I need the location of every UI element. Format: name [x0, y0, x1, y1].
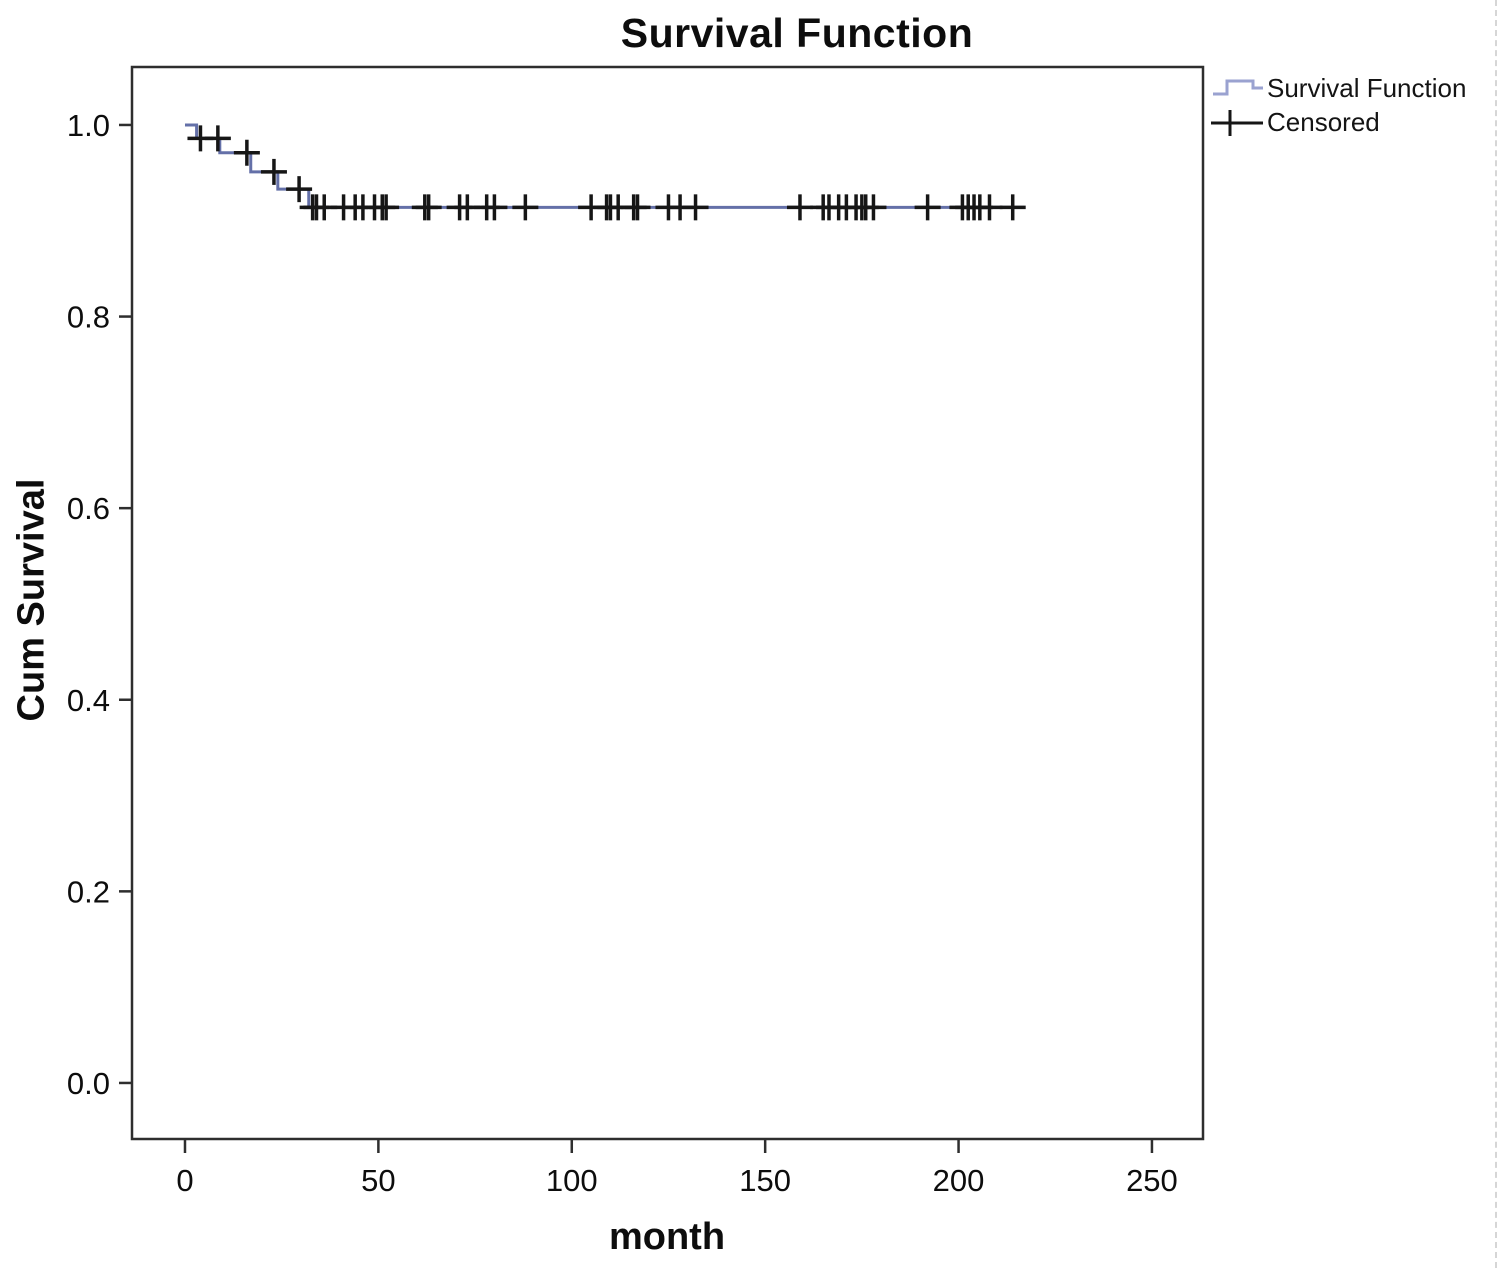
- svg-text:1.0: 1.0: [67, 108, 110, 143]
- right-edge-dashed-line: [1495, 0, 1497, 1268]
- x-axis-title: month: [608, 1216, 726, 1258]
- legend-label-survival-function: Survival Function: [1267, 73, 1467, 103]
- svg-text:0.8: 0.8: [67, 300, 110, 335]
- svg-text:0.0: 0.0: [67, 1066, 110, 1101]
- svg-text:0: 0: [176, 1163, 193, 1198]
- svg-text:0.4: 0.4: [67, 683, 110, 718]
- legend-item-survival-function: Survival Function: [1211, 74, 1466, 103]
- svg-text:200: 200: [933, 1163, 985, 1198]
- legend: Survival Function Censored: [1211, 74, 1466, 138]
- svg-text:100: 100: [546, 1163, 598, 1198]
- legend-label-censored: Censored: [1267, 107, 1380, 138]
- legend-item-censored: Censored: [1211, 108, 1466, 138]
- svg-text:150: 150: [739, 1163, 791, 1198]
- chart-title: Survival Function: [620, 10, 974, 56]
- plus-marker-icon: [1211, 109, 1263, 136]
- step-line-icon: [1213, 79, 1263, 96]
- svg-text:50: 50: [361, 1163, 395, 1198]
- y-axis-title: Cum Survival: [10, 478, 53, 722]
- svg-text:250: 250: [1126, 1163, 1178, 1198]
- svg-text:0.6: 0.6: [67, 491, 110, 526]
- svg-text:0.2: 0.2: [67, 874, 110, 909]
